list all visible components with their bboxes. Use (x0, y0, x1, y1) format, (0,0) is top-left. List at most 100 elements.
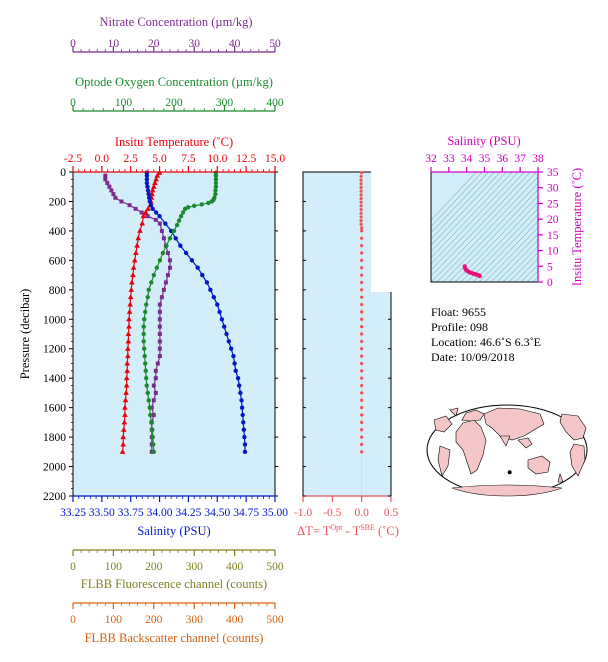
temperature-point (120, 434, 127, 440)
nitrate-point (153, 368, 158, 373)
map-land (433, 407, 587, 497)
oxygen-point (150, 427, 155, 432)
pressure-tick-label: 1800 (43, 432, 66, 444)
delta-t-point (360, 325, 364, 329)
delta-t-point (360, 251, 364, 255)
axis-tick-label: 10 (108, 38, 120, 50)
nitrate-point (153, 390, 158, 395)
oxygen-point (143, 309, 148, 315)
salinity-point (150, 206, 155, 212)
delta-t-point (360, 376, 364, 380)
oxygen-point (171, 228, 177, 234)
salinity-point (153, 210, 159, 215)
nitrate-point (139, 210, 144, 215)
nitrate-point (157, 339, 162, 344)
oxygen-point (176, 218, 182, 223)
temperature-point (126, 316, 132, 322)
axis-tick-label: 35 (547, 167, 559, 179)
axis-tick-label: 400 (266, 97, 284, 109)
oxygen-point (213, 177, 219, 182)
axis-tick-label: 400 (226, 561, 244, 573)
delta-t-point (359, 219, 363, 223)
nitrate-point (163, 280, 168, 285)
oxygen-axis-title: Optode Oxygen Concentration (µm/kg) (75, 75, 273, 89)
salinity-point (219, 317, 225, 322)
axis-tick-label: 0 (70, 38, 76, 50)
temperature-point (124, 367, 131, 373)
axis-tick-label: 35.00 (262, 507, 288, 519)
delta-t-point (359, 196, 363, 201)
temperature-point (131, 257, 138, 263)
nitrate-point (157, 346, 162, 351)
oxygen-point (149, 280, 154, 285)
temperature-point (145, 205, 151, 211)
axis-tick-label: 15 (547, 230, 559, 242)
oxygen-point (149, 420, 154, 425)
salinity-point (222, 324, 227, 329)
pressure-tick-label: 800 (49, 285, 67, 297)
backscatter-axis: 0 100 200 300 400 500 (70, 602, 284, 626)
contour-mask (431, 122, 538, 172)
oxygen-point (213, 184, 219, 189)
nitrate-point (161, 236, 166, 241)
oxygen-point (213, 188, 218, 193)
float-id-line: Float: 9655 (431, 305, 486, 319)
temperature-point (137, 227, 143, 233)
nitrate-point (103, 177, 108, 182)
salinity-point (146, 191, 151, 197)
nitrate-point (109, 188, 114, 193)
oxygen-point (144, 375, 149, 381)
axis-tick-label: 500 (266, 561, 284, 573)
delta-t-axis-title: ΔT= TOpt - TSBE (˚C) (297, 523, 399, 538)
ts-salinity-axis-title: Salinity (PSU) (447, 134, 520, 148)
delta-t-point (360, 273, 364, 277)
salinity-point (241, 427, 247, 432)
oxygen-point (144, 383, 149, 388)
delta-t-point (360, 383, 364, 388)
salinity-point (233, 368, 238, 374)
axis-tick-label: 400 (226, 614, 244, 626)
temperature-axis-title: Insitu Temperature (˚C) (115, 135, 233, 149)
delta-t-point (359, 207, 363, 212)
date-line: Date: 10/09/2018 (431, 350, 515, 364)
temperature-point (123, 389, 129, 395)
delta-t-point (360, 354, 364, 358)
nitrate-point (119, 199, 124, 204)
temperature-point (152, 180, 158, 186)
oxygen-point (167, 236, 173, 241)
axis-tick-label: 35 (479, 153, 491, 165)
axis-tick-label: 33.50 (89, 507, 115, 519)
axis-tick-label: 0.0 (354, 507, 369, 519)
delta-t-point (360, 310, 364, 314)
axis-tick-label: 0 (70, 614, 76, 626)
salinity-point (173, 236, 178, 241)
salinity-point (144, 177, 150, 182)
salinity-point (189, 258, 195, 263)
salinity-point (240, 412, 245, 418)
nitrate-point (165, 251, 170, 255)
oxygen-point (145, 390, 150, 396)
nitrate-point (159, 228, 164, 233)
salinity-point (237, 383, 242, 388)
axis-tick-label: 5 (547, 261, 553, 273)
temperature-point (119, 448, 126, 454)
salinity-point (242, 442, 248, 447)
delta-t-point (360, 236, 364, 240)
pressure-tick-label: 200 (49, 196, 67, 208)
salinity-point (239, 405, 245, 410)
axis-tick-label: 300 (186, 614, 204, 626)
salinity-point (157, 213, 162, 219)
density-contour (424, 166, 536, 283)
nitrate-point (151, 383, 156, 388)
nitrate-point (151, 398, 156, 403)
axis-tick-label: 40 (229, 38, 241, 50)
oxygen-point (146, 287, 151, 293)
temperature-point (127, 294, 134, 300)
oxygen-point (145, 294, 150, 300)
pressure-tick-label: 0 (60, 167, 66, 179)
temperature-point (129, 279, 135, 285)
pressure-tick-label: 600 (49, 255, 67, 267)
nitrate-point (157, 354, 162, 359)
nitrate-point (113, 195, 118, 200)
axis-tick-label: 20 (547, 214, 559, 226)
